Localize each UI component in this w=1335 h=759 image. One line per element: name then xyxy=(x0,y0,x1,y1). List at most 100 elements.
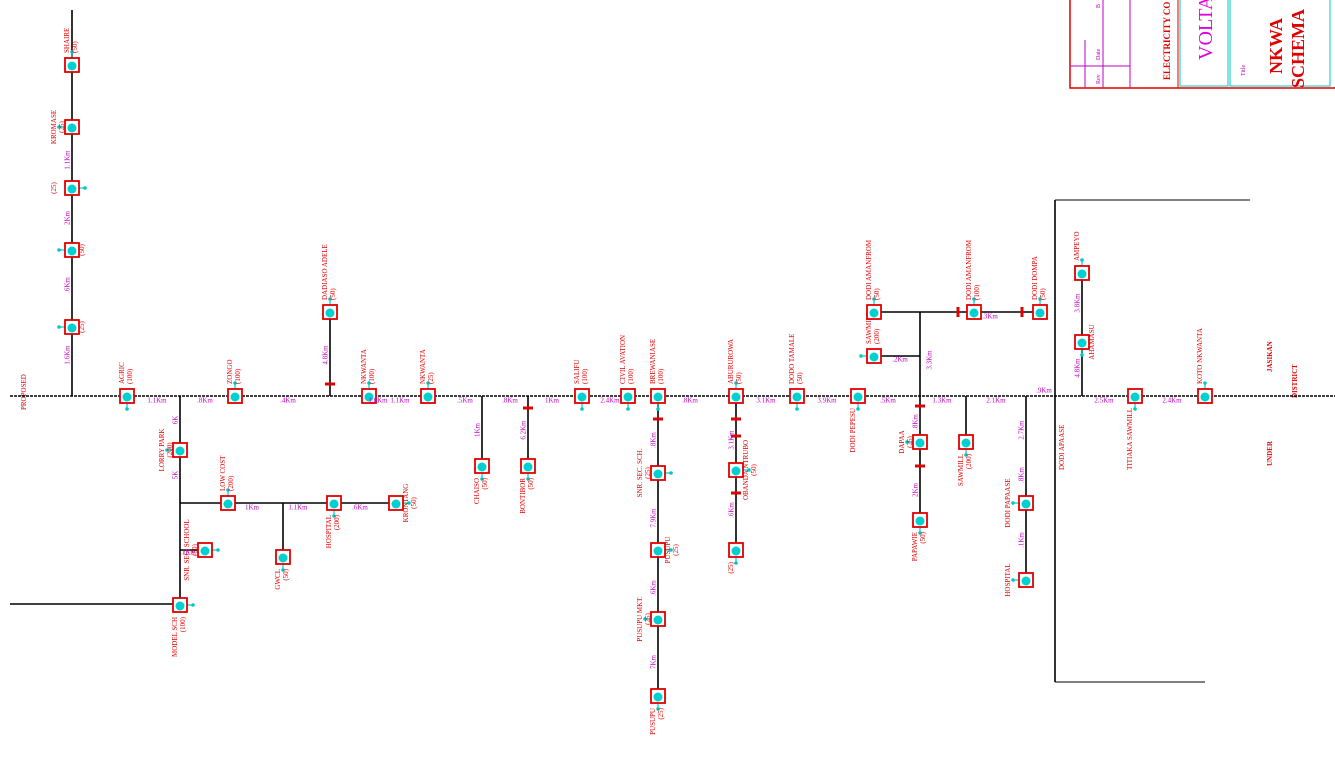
distance-label: 2.5Km xyxy=(1094,397,1114,405)
arrow-head xyxy=(426,381,430,385)
node-rating: (25) xyxy=(644,467,652,479)
distance-label: .6Km xyxy=(64,277,72,293)
breaker xyxy=(653,417,663,421)
distance-label: 4.8Km xyxy=(1074,358,1082,378)
transformer-core xyxy=(915,516,925,526)
node-label: KROMASE xyxy=(50,110,58,144)
distance-label: 4.8Km xyxy=(322,345,330,365)
transformer: GWCL (50) xyxy=(274,549,291,590)
node-label: DODI AMANFROM xyxy=(865,239,873,300)
distance-label: 2Km xyxy=(64,210,72,225)
arrow-head xyxy=(526,477,530,481)
transformer: (25) xyxy=(57,319,86,335)
transformer: TITIAKA SAWMILL xyxy=(1126,388,1143,470)
node-label: SHAIRE xyxy=(63,28,71,53)
transformer-core xyxy=(653,692,663,702)
transformer-core xyxy=(653,392,663,402)
node-label: ABURUROWA xyxy=(727,339,735,384)
title-box xyxy=(1229,0,1331,87)
arrow-head xyxy=(216,548,220,552)
node-rating: (200) xyxy=(166,442,174,458)
arrow-head xyxy=(328,297,332,301)
arrow-head xyxy=(859,354,863,358)
node-rating: (100) xyxy=(126,368,134,384)
note: PROPOSED xyxy=(20,374,28,410)
rev: Rev xyxy=(1096,74,1102,84)
date: Date xyxy=(1096,48,1102,60)
transformer: ZONGO (100) xyxy=(226,360,243,404)
distance-label: .8Km xyxy=(502,397,518,405)
node-label: CHAISO xyxy=(473,478,481,504)
transformer: AMPEYO xyxy=(1073,231,1090,281)
node-rating: (100) xyxy=(581,368,589,384)
distance-label: 2.7Km xyxy=(1018,420,1026,440)
breaker xyxy=(1020,307,1024,317)
node-rating: (50) xyxy=(750,464,758,476)
distance-label: .5Km xyxy=(457,397,473,405)
distance-label: 1.3Km xyxy=(932,397,952,405)
arrow-head xyxy=(734,381,738,385)
node-rating: (50) xyxy=(329,288,337,300)
node-rating: (200) xyxy=(965,453,973,469)
arrow-head xyxy=(1011,578,1015,582)
arrow-head xyxy=(734,561,738,565)
arrow-head xyxy=(972,297,976,301)
distance-label: .8Km xyxy=(912,414,920,430)
arrow-head xyxy=(332,514,336,518)
arrow-head xyxy=(580,407,584,411)
transformer: KROMASE (25) xyxy=(50,110,80,144)
node-label: PUSUPU MKT. xyxy=(636,596,644,642)
distance-label: 1.1Km xyxy=(64,150,72,170)
transformer-core xyxy=(792,392,802,402)
node-rating: (50) xyxy=(481,477,489,489)
distance-label: 3.1Km xyxy=(728,430,736,450)
transformer: LOW COST (200) xyxy=(219,455,236,511)
breaker xyxy=(523,406,533,410)
transformer: ABURUROWA (50) xyxy=(727,339,744,404)
node-label: (25) xyxy=(727,561,735,573)
arrow-head xyxy=(656,707,660,711)
node-rating: (100) xyxy=(234,368,242,384)
note: UNDER xyxy=(1266,440,1274,466)
transformer: DAPAA (25) xyxy=(898,430,928,454)
arrow-head xyxy=(57,248,61,252)
arrow-head xyxy=(905,440,909,444)
node-rating: (100) xyxy=(627,368,635,384)
distance-label: .8Km xyxy=(197,397,213,405)
transformer: BONTIBOR (50) xyxy=(519,458,536,514)
transformer-core xyxy=(623,392,633,402)
marks: SHAIRE (50)KROMASE (25)(25)(50)(25)AGRIC (1… xyxy=(50,28,1213,735)
transformer: HOSPITAL xyxy=(1004,563,1034,597)
node-rating: (50) xyxy=(410,497,418,509)
distance-label: 3.9Km xyxy=(817,397,837,405)
node-label: (25) xyxy=(50,182,58,194)
transformer: HOSPITAL (200) xyxy=(325,495,342,548)
node-label: AMPEYO xyxy=(1073,231,1081,261)
arrow-head xyxy=(226,488,230,492)
node-label: BREWANIASE xyxy=(649,339,657,384)
distance-label: .6Km xyxy=(352,504,368,512)
transformer-core xyxy=(67,323,77,333)
transformer-core xyxy=(731,392,741,402)
transformer-core xyxy=(869,352,879,362)
title-frame xyxy=(1069,0,1335,89)
arrow-head xyxy=(656,407,660,411)
node-label: OBANDA NTRUBO xyxy=(742,440,750,500)
distance-label: 1.1Km xyxy=(147,397,167,405)
transformer: MODEL SCH (100) xyxy=(171,597,195,657)
transformer: SNR. SEC. SCH. (25) xyxy=(636,448,673,497)
arrow-head xyxy=(407,501,411,505)
transformer-core xyxy=(1021,499,1031,509)
node-label: DAPAA xyxy=(898,430,906,453)
transformer: PUSUPU (25) xyxy=(649,688,666,735)
node-label: DODI PAPAASE xyxy=(1004,478,1012,527)
node-rating: (25) xyxy=(657,707,665,719)
arrow-head xyxy=(233,381,237,385)
transformer: AGRIC (100) xyxy=(118,362,135,411)
notes: PROPOSED JASIKAN DISTRICT UNDER DODI APA… xyxy=(20,341,1299,470)
distance-label: .8Km xyxy=(682,397,698,405)
transformer: DODI PAPAASE xyxy=(1004,478,1034,528)
transformer: DODI PEPESU xyxy=(849,388,866,453)
transformer-core xyxy=(853,392,863,402)
breaker xyxy=(731,491,741,495)
